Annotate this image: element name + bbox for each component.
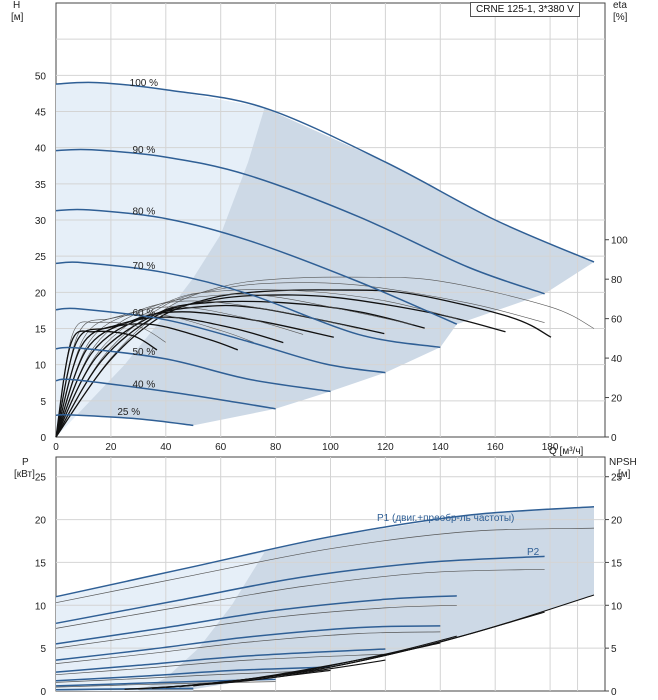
npsh-curve — [124, 669, 331, 690]
p2-curve — [55, 681, 276, 688]
y-tick-label: 50 — [35, 71, 47, 82]
y-right-axis-label-eta: eta — [613, 0, 627, 11]
p1-curve — [55, 625, 441, 661]
y-tick-label: 5 — [40, 397, 46, 408]
head-curve — [55, 81, 595, 263]
eta-curve-thin — [55, 276, 595, 438]
p1-curve — [55, 648, 386, 673]
y-right-tick-label: 40 — [611, 354, 623, 365]
speed-label: 70 % — [132, 261, 155, 272]
x-tick-label: 180 — [542, 442, 559, 453]
y-tick-label: 10 — [35, 361, 47, 372]
head-curve — [55, 148, 545, 295]
speed-label: 60 % — [132, 308, 155, 319]
eta-curve — [55, 294, 506, 438]
eta-curve-thin — [55, 300, 359, 438]
x-axis-label-q: Q [м³/ч] — [549, 446, 584, 457]
p1-curve — [55, 666, 331, 682]
y-right-tick-label: 60 — [611, 315, 623, 326]
y-right-axis-label-npsh: NPSH — [609, 457, 637, 468]
p2-curve — [55, 653, 386, 676]
y-tick-label: 20 — [35, 516, 47, 527]
y-right-tick-label: 0 — [611, 433, 617, 444]
eta-curve — [55, 311, 334, 438]
p2-curve — [55, 604, 457, 649]
head-curve — [55, 261, 441, 349]
head-curve — [55, 378, 276, 410]
eta-curve — [55, 300, 425, 438]
y-right-tick-label: 100 — [611, 236, 628, 247]
x-tick-label: 40 — [160, 442, 172, 453]
low-efficiency-region — [56, 82, 265, 437]
y-tick-label: 35 — [35, 180, 47, 191]
y-tick-label: 40 — [35, 144, 47, 155]
x-tick-label: 160 — [487, 442, 504, 453]
x-tick-label: 60 — [215, 442, 227, 453]
y-right-tick-label: 20 — [611, 394, 623, 405]
p2-curve — [55, 527, 595, 604]
p1-curve — [55, 555, 545, 625]
x-tick-label: 20 — [105, 442, 117, 453]
eta-curve — [55, 316, 284, 438]
p2-curve — [55, 631, 441, 664]
eta-curve-thin — [55, 293, 413, 438]
y-right-tick-label: 20 — [611, 516, 623, 527]
y-tick-label: 0 — [40, 433, 46, 444]
y-right-tick-label: 15 — [611, 558, 623, 569]
y-right-axis-unit-npsh: [м] — [618, 469, 631, 480]
y-right-tick-label: 25 — [611, 473, 623, 484]
x-tick-label: 0 — [53, 442, 59, 453]
speed-label: 80 % — [132, 207, 155, 218]
x-tick-label: 100 — [322, 442, 339, 453]
y-tick-label: 25 — [35, 252, 47, 263]
head-curve — [55, 307, 386, 374]
legend-p1: P1 (двиг.+преобр-ль частоты) — [377, 513, 515, 524]
speed-label: 100 % — [130, 78, 158, 89]
p1-curve — [55, 595, 457, 645]
y-tick-label: 30 — [35, 216, 47, 227]
p2-curve — [55, 568, 545, 629]
head-curve — [55, 208, 458, 325]
y-tick-label: 20 — [35, 288, 47, 299]
head-curve — [55, 346, 331, 393]
x-tick-label: 140 — [432, 442, 449, 453]
x-tick-label: 80 — [270, 442, 282, 453]
eta-curve — [55, 289, 552, 438]
y-tick-label: 25 — [35, 473, 47, 484]
y-axis-label-h: H — [13, 0, 21, 11]
y-axis-unit-p: [кВт] — [14, 469, 35, 480]
p1-curve — [55, 505, 595, 598]
head-curve — [55, 413, 194, 427]
y-right-tick-label: 5 — [611, 644, 617, 655]
y-axis-unit-h: [м] — [11, 12, 24, 23]
speed-label: 90 % — [132, 145, 155, 156]
y-tick-label: 5 — [40, 644, 46, 655]
y-tick-label: 15 — [35, 325, 47, 336]
eta-curve-thin — [55, 282, 545, 438]
speed-label: 50 % — [132, 347, 155, 358]
x-tick-label: 120 — [377, 442, 394, 453]
speed-label: 25 % — [117, 407, 140, 418]
y-right-axis-unit-eta: [%] — [613, 12, 628, 23]
power-low-region — [56, 552, 265, 691]
y-tick-label: 45 — [35, 108, 47, 119]
y-axis-label-p: P — [22, 457, 29, 468]
p2-curve — [55, 670, 331, 683]
eta-curve — [55, 323, 239, 438]
y-right-tick-label: 0 — [611, 687, 617, 698]
legend-p2: P2 — [527, 547, 540, 558]
speed-label: 40 % — [132, 379, 155, 390]
power-npsh-plot: 0 5 10 15 20 25 0 5 10 15 20 25 — [35, 456, 623, 698]
head-efficiency-plot: 0 20 40 60 80 100 120 140 160 180 0 5 10 15 20 25 30 35 40… — [35, 2, 628, 453]
y-right-tick-label: 10 — [611, 601, 623, 612]
y-tick-label: 15 — [35, 558, 47, 569]
pump-model-label: CRNE 125-1, 3*380 V — [470, 2, 580, 17]
y-tick-label: 10 — [35, 601, 47, 612]
y-right-tick-label: 80 — [611, 275, 623, 286]
y-tick-label: 0 — [40, 687, 46, 698]
